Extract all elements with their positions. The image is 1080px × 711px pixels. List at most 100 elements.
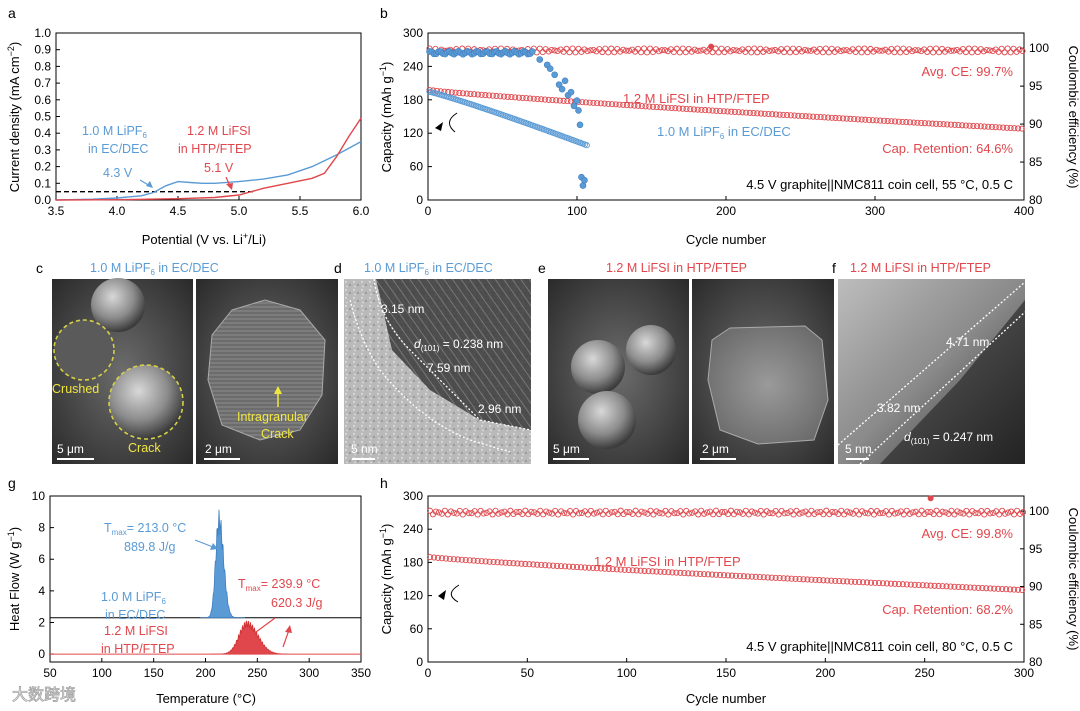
capacity-marker-red — [676, 105, 683, 112]
ce-marker-red — [569, 45, 576, 52]
capacity-marker-red — [888, 118, 895, 125]
ce-marker-red — [855, 45, 862, 52]
capacity-marker-red — [657, 104, 664, 111]
y-tick-label: 0.6 — [34, 93, 51, 107]
capacity-marker-red — [903, 119, 910, 126]
x-tick-label: 300 — [299, 666, 319, 680]
y-tick-label: 240 — [403, 522, 423, 536]
capacity-marker-red — [637, 567, 644, 574]
capacity-marker-red — [508, 94, 515, 101]
capacity-marker-red — [839, 115, 847, 122]
sem-c-crack-circle — [108, 364, 184, 440]
capacity-marker-red — [983, 585, 990, 592]
capacity-marker-red — [765, 110, 772, 118]
ce-marker-red — [552, 507, 559, 514]
panel-a-red-onset: 5.1 V — [204, 161, 234, 175]
capacity-marker-red — [832, 114, 839, 122]
capacity-marker-red — [694, 106, 701, 113]
ce-marker-red — [957, 509, 964, 516]
panel-c-title: 1.0 M LiPF6 in EC/DEC — [90, 261, 219, 277]
capacity-marker-red — [891, 580, 898, 587]
capacity-marker-red — [530, 561, 537, 568]
ce-marker-red — [432, 508, 439, 515]
capacity-marker-red — [962, 122, 969, 129]
ce-marker-red — [1001, 49, 1008, 56]
capacity-marker-red — [812, 576, 819, 583]
capacity-marker-red — [852, 578, 859, 585]
ce-marker-red — [480, 510, 487, 517]
ce-marker-red — [575, 510, 583, 517]
ce-marker-red — [781, 49, 788, 56]
ce-marker-red — [730, 47, 737, 54]
sem-c-plate — [207, 299, 326, 441]
ce-marker-red — [748, 508, 755, 515]
ce-marker-red — [638, 49, 645, 56]
panel-h-retention: Cap. Retention: 68.2% — [882, 602, 1013, 617]
capacity-marker-red — [858, 116, 865, 123]
capacity-marker-red — [450, 556, 457, 563]
tem-d-boundary-inner — [373, 278, 532, 431]
ce-marker-red — [918, 48, 925, 55]
ce-marker-red — [903, 507, 910, 514]
ce-marker-red — [673, 45, 680, 52]
x-tick-label: 100 — [92, 666, 112, 680]
ce-marker-red — [1016, 510, 1024, 518]
x-tick-label: 150 — [144, 666, 164, 680]
capacity-marker-red — [601, 100, 608, 107]
ce-marker-blue — [528, 48, 536, 55]
capacity-marker-red — [966, 122, 973, 129]
panel-b-red-label: 1.2 M LiFSI in HTP/FTEP — [623, 91, 770, 106]
y-tick-label: 10 — [32, 489, 46, 503]
panel-g-blue-enthalpy: 889.8 J/g — [124, 540, 175, 554]
ce-marker-red — [814, 509, 821, 516]
ce-marker-red — [947, 47, 955, 54]
ce-marker-red — [465, 510, 472, 517]
capacity-marker-red — [687, 106, 694, 113]
capacity-marker-red — [1007, 124, 1014, 132]
ce-marker-red — [772, 508, 779, 515]
capacity-marker-red — [434, 554, 441, 561]
ce-marker-red — [531, 509, 538, 516]
capacity-marker-red — [534, 561, 541, 568]
ce-marker-red — [558, 508, 565, 515]
ce-marker-red — [680, 511, 687, 518]
capacity-marker-red — [661, 568, 668, 576]
capacity-marker-red — [925, 120, 932, 127]
ce-marker-red — [638, 508, 645, 515]
capacity-marker-red — [689, 570, 696, 577]
y-tick-label: 0.1 — [34, 176, 51, 190]
capacity-marker-red — [716, 571, 724, 579]
x-tick-label: 50 — [43, 666, 57, 680]
ce-marker-red — [891, 49, 898, 56]
capacity-marker-red — [804, 576, 811, 583]
capacity-marker-red — [943, 583, 950, 590]
capacity-marker-red — [746, 109, 753, 116]
capacity-marker-red — [522, 560, 529, 568]
ce-marker-red — [915, 511, 922, 518]
x-tick-label: 4.0 — [109, 204, 126, 218]
ce-marker-blue — [576, 121, 584, 129]
panel-e: e 1.2 M LiFSI in HTP/FTEP 5 μm 2 μm — [538, 260, 834, 464]
capacity-marker-red — [728, 572, 736, 579]
y-tick-label: 0.3 — [34, 143, 51, 157]
capacity-marker-red — [883, 580, 890, 587]
capacity-marker-red — [1014, 125, 1022, 132]
ce-marker-red — [900, 45, 907, 52]
capacity-marker-red — [515, 94, 522, 101]
ce-marker-red — [713, 507, 720, 514]
ce-marker-red — [978, 508, 985, 515]
capacity-marker-red — [541, 96, 549, 103]
capacity-marker-red — [613, 566, 620, 573]
ce-marker-red — [695, 511, 702, 518]
ce-marker-red — [736, 47, 743, 55]
capacity-marker-red — [750, 110, 757, 117]
ce-marker-red — [709, 49, 716, 56]
ce-marker-red — [784, 509, 791, 516]
capacity-marker-red — [1011, 586, 1018, 593]
panel-b-markers — [426, 43, 1026, 189]
ce-marker-red — [602, 45, 609, 52]
capacity-marker-red — [768, 574, 775, 581]
capacity-marker-red — [556, 97, 563, 104]
ce-marker-red — [537, 507, 544, 514]
ce-marker-red — [682, 49, 689, 56]
